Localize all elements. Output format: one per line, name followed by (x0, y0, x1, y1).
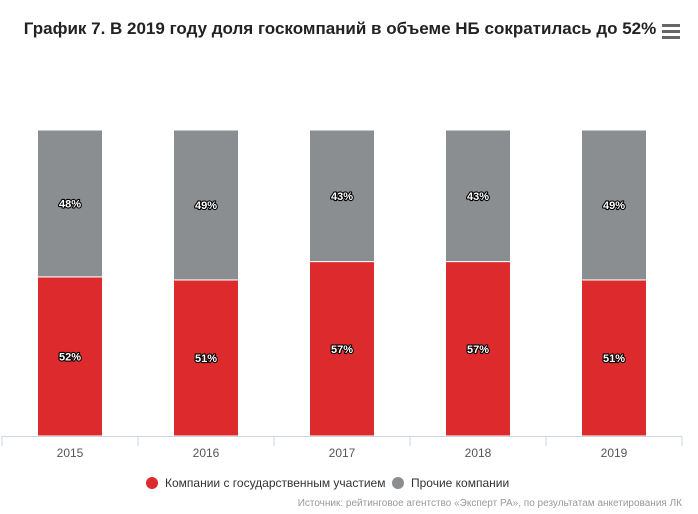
data-label: 57% (331, 344, 353, 356)
bar-state-2016[interactable] (173, 279, 239, 437)
bar-state-2017[interactable] (309, 261, 375, 437)
data-label: 48% (59, 198, 81, 210)
data-label: 57% (467, 344, 489, 356)
data-label: 49% (603, 200, 625, 212)
source-note: Источник: рейтинговое агентство «Эксперт… (298, 498, 682, 509)
data-label: 52% (59, 351, 81, 363)
bar-other-2017[interactable] (309, 129, 375, 263)
bar-state-2019[interactable] (581, 279, 647, 437)
legend-item[interactable]: Прочие компании (411, 476, 509, 490)
x-tick-label: 2016 (193, 446, 220, 460)
data-label: 49% (195, 200, 217, 212)
x-tick-label: 2015 (57, 446, 84, 460)
chart-title: График 7. В 2019 году доля госкомпаний в… (23, 19, 657, 38)
bar-other-2018[interactable] (445, 129, 511, 263)
data-label: 43% (331, 191, 353, 203)
data-label: 51% (195, 353, 217, 365)
data-label: 51% (603, 353, 625, 365)
x-tick-label: 2017 (329, 446, 356, 460)
bar-state-2015[interactable] (37, 276, 103, 437)
bar-other-2016[interactable] (173, 129, 239, 281)
legend-marker[interactable] (146, 477, 158, 489)
legend-item[interactable]: Компании с государственным участием (165, 476, 385, 490)
bar-state-2018[interactable] (445, 261, 511, 437)
bar-other-2015[interactable] (37, 129, 103, 278)
x-tick-label: 2019 (601, 446, 628, 460)
x-tick-label: 2018 (465, 446, 492, 460)
bar-other-2019[interactable] (581, 129, 647, 281)
legend-marker[interactable] (392, 477, 404, 489)
data-label: 43% (467, 191, 489, 203)
hamburger-menu-icon[interactable] (662, 24, 680, 40)
